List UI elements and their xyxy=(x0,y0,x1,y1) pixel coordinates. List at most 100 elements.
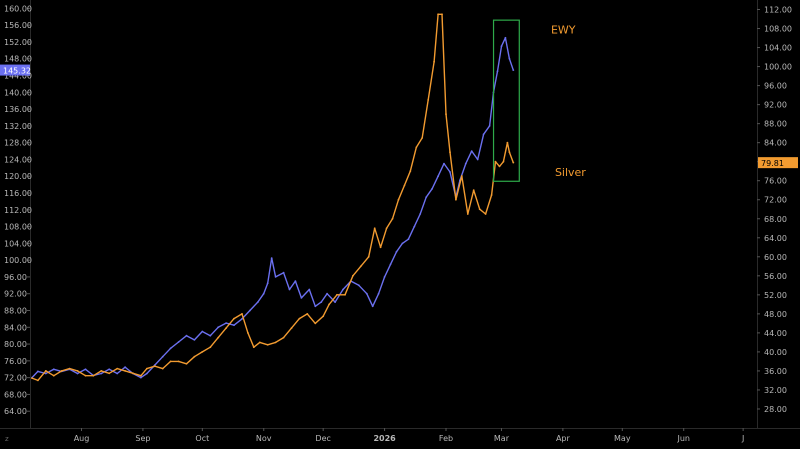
data-point xyxy=(308,288,311,291)
data-point xyxy=(249,309,251,312)
right-axis-tick-label: 112.00 xyxy=(764,6,792,15)
data-point xyxy=(274,276,277,278)
right-axis-tick-label: 28.00 xyxy=(764,405,787,414)
data-point xyxy=(502,160,505,163)
data-point xyxy=(441,13,443,16)
data-point xyxy=(153,365,156,368)
right-axis-tick-label: 76.00 xyxy=(764,177,787,186)
data-point xyxy=(391,217,394,220)
left-axis-tick-label: 68.00 xyxy=(4,390,27,399)
right-axis-tick-label: 68.00 xyxy=(764,215,787,224)
right-axis-tick-label: 84.00 xyxy=(764,139,787,148)
time-axis[interactable]: Aug Sep Oct Nov Dec 2026 Feb Mar Apr May Jun Jz xyxy=(5,428,744,443)
data-point xyxy=(433,60,435,63)
data-point xyxy=(506,141,509,144)
highlight-rectangle[interactable] xyxy=(492,19,520,182)
right-axis-tick-label: 100.00 xyxy=(764,63,792,72)
time-axis-tick-label: Dec xyxy=(315,434,330,443)
right-price-axis[interactable]: 28.00 32.00 36.00 40.00 44.00 48.00 52.00 56.00… xyxy=(757,6,792,414)
left-axis-tick-label: 72.00 xyxy=(4,374,27,383)
right-axis-tick-label: 32.00 xyxy=(764,386,787,395)
data-point xyxy=(266,343,269,346)
axis-corner-label: z xyxy=(5,435,9,443)
data-point xyxy=(320,301,323,303)
data-point xyxy=(357,284,360,287)
data-point xyxy=(76,370,79,372)
annotation-label-silver[interactable]: Silver xyxy=(555,166,586,179)
data-point xyxy=(482,133,485,136)
data-point xyxy=(52,374,55,377)
left-axis-tick-label: 96.00 xyxy=(4,273,27,282)
data-point xyxy=(209,346,212,349)
left-axis-tick-label: 128.00 xyxy=(4,139,32,148)
data-point xyxy=(395,250,398,253)
right-axis-tick-label: 88.00 xyxy=(764,120,787,129)
time-axis-tick-label: Mar xyxy=(494,434,510,443)
right-axis-tick-label: 40.00 xyxy=(764,348,787,357)
right-axis-tick-label: 96.00 xyxy=(764,82,787,91)
data-point xyxy=(256,301,259,303)
data-point xyxy=(124,370,126,372)
data-point xyxy=(504,36,507,39)
data-point xyxy=(100,372,103,375)
data-point xyxy=(262,292,265,295)
data-point xyxy=(437,13,439,16)
left-axis-tick-label: 148.00 xyxy=(4,55,32,64)
series-silver[interactable] xyxy=(31,13,515,382)
left-axis-tick-label: 160.00 xyxy=(4,4,32,13)
data-point xyxy=(31,377,33,379)
data-point xyxy=(373,227,376,230)
data-point xyxy=(116,367,119,370)
data-point xyxy=(449,151,451,154)
left-axis-tick-label: 108.00 xyxy=(4,223,32,232)
left-axis-tick-label: 120.00 xyxy=(4,172,32,181)
left-price-axis[interactable]: 64.00 68.00 72.00 76.00 80.00 84.00 88.00 92.00… xyxy=(4,4,32,416)
data-point xyxy=(132,372,134,375)
data-point xyxy=(314,322,317,325)
right-axis-tick-label: 72.00 xyxy=(764,196,787,205)
right-axis-tick-label: 44.00 xyxy=(764,329,787,338)
data-point xyxy=(383,276,386,278)
data-point xyxy=(371,305,374,308)
data-point xyxy=(488,125,491,127)
data-point xyxy=(108,368,111,371)
right-axis-tick-label: 56.00 xyxy=(764,272,787,281)
data-point xyxy=(466,213,469,215)
data-point xyxy=(472,189,475,192)
data-point xyxy=(146,372,148,375)
data-point xyxy=(496,70,499,73)
data-point xyxy=(490,194,493,196)
data-point xyxy=(100,370,103,372)
data-point xyxy=(431,187,433,190)
data-point xyxy=(76,372,79,375)
data-point xyxy=(425,196,428,199)
data-point xyxy=(367,255,370,258)
time-axis-tick-label: J xyxy=(741,434,744,443)
right-axis-tick-label: 108.00 xyxy=(764,25,792,34)
data-point xyxy=(336,293,338,296)
annotation-label-ewy[interactable]: EWY xyxy=(551,24,576,37)
data-point xyxy=(68,367,71,370)
data-point xyxy=(52,368,55,371)
data-point xyxy=(328,303,330,306)
left-axis-tick-label: 80.00 xyxy=(4,340,27,349)
right-axis-tick-label: 104.00 xyxy=(764,44,792,53)
right-axis-tick-label: 36.00 xyxy=(764,367,787,376)
data-point xyxy=(484,213,487,215)
left-axis-tick-label: 136.00 xyxy=(4,105,32,114)
data-point xyxy=(455,198,457,201)
last-value-badge-bg xyxy=(758,157,798,169)
data-point xyxy=(282,336,285,339)
data-point xyxy=(140,376,142,379)
data-point xyxy=(169,347,172,350)
left-axis-tick-label: 140.00 xyxy=(4,88,32,97)
left-axis-tick-label: 88.00 xyxy=(4,307,27,316)
data-point xyxy=(409,170,412,173)
left-axis-tick-label: 156.00 xyxy=(4,21,32,30)
left-axis-tick-label: 76.00 xyxy=(4,357,27,366)
data-point xyxy=(407,238,410,241)
data-point xyxy=(161,355,164,358)
data-point xyxy=(108,372,111,375)
last-value-badge-silver: 79.81 xyxy=(758,157,798,169)
